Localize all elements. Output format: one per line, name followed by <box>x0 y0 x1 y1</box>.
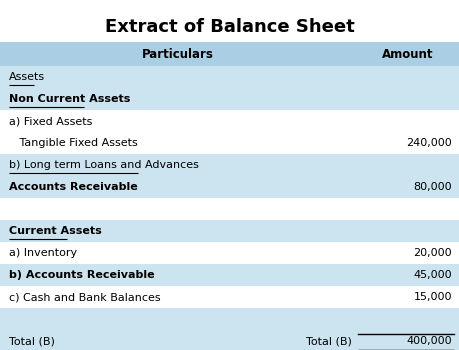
Bar <box>0 264 459 286</box>
Bar <box>0 132 459 154</box>
Text: Non Current Assets: Non Current Assets <box>9 94 130 104</box>
Text: Total (B): Total (B) <box>306 336 352 346</box>
Text: Current Assets: Current Assets <box>9 226 101 236</box>
Bar <box>0 66 459 88</box>
Text: 45,000: 45,000 <box>414 270 452 280</box>
Bar <box>0 220 459 242</box>
Bar <box>0 154 459 176</box>
Bar <box>0 198 459 220</box>
Text: 240,000: 240,000 <box>406 138 452 148</box>
Bar <box>0 286 459 308</box>
Text: Tangible Fixed Assets: Tangible Fixed Assets <box>9 138 138 148</box>
Bar <box>0 330 459 350</box>
Text: b) Accounts Receivable: b) Accounts Receivable <box>9 270 155 280</box>
Text: 20,000: 20,000 <box>414 248 452 258</box>
Text: b) Long term Loans and Advances: b) Long term Loans and Advances <box>9 160 199 170</box>
Text: 80,000: 80,000 <box>414 182 452 192</box>
Text: 15,000: 15,000 <box>414 292 452 302</box>
Text: 400,000: 400,000 <box>407 336 452 346</box>
Bar <box>0 308 459 330</box>
Text: Assets: Assets <box>9 72 45 82</box>
Text: Total (B): Total (B) <box>9 336 55 346</box>
Text: a) Fixed Assets: a) Fixed Assets <box>9 116 92 126</box>
Bar <box>0 110 459 132</box>
Bar <box>0 88 459 110</box>
Bar <box>0 176 459 198</box>
Text: Particulars: Particulars <box>142 48 214 61</box>
Text: Extract of Balance Sheet: Extract of Balance Sheet <box>105 18 354 36</box>
Text: c) Cash and Bank Balances: c) Cash and Bank Balances <box>9 292 161 302</box>
Bar <box>0 42 459 66</box>
Bar <box>0 242 459 264</box>
Text: Amount: Amount <box>381 48 433 61</box>
Text: Accounts Receivable: Accounts Receivable <box>9 182 138 192</box>
Text: a) Inventory: a) Inventory <box>9 248 77 258</box>
